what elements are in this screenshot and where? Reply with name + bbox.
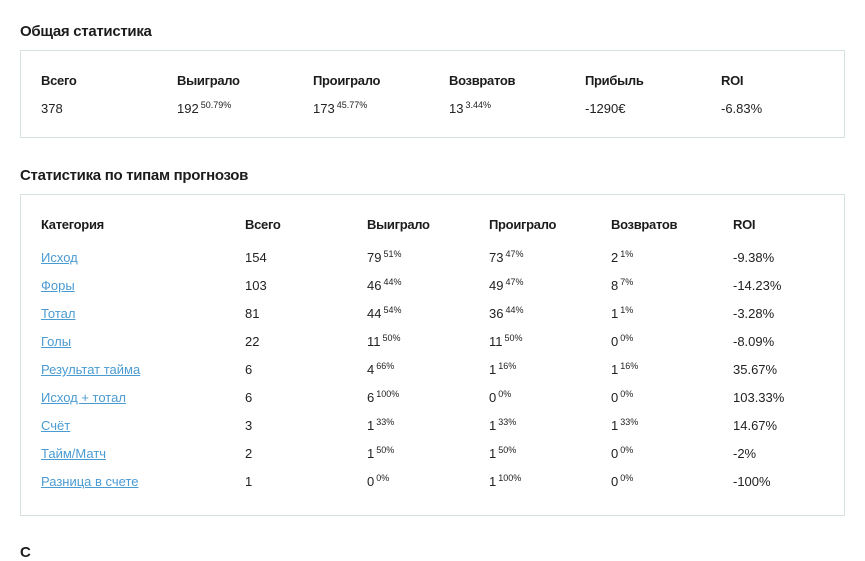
general-profit-value: -1290€ [585, 101, 626, 116]
table-row: Форы [41, 278, 75, 293]
category-link[interactable]: Исход + тотал [41, 390, 126, 405]
row-total: 6 [245, 390, 253, 405]
row-lost: 49 47% [489, 277, 524, 293]
row-returns: 1 16% [611, 361, 639, 377]
table-row: Исход [41, 250, 78, 265]
row-returns: 1 1% [611, 305, 634, 321]
row-lost: 0 0% [489, 389, 512, 405]
row-won: 46 44% [367, 277, 402, 293]
row-total: 103 [245, 278, 267, 293]
category-link[interactable]: Результат тайма [41, 362, 141, 377]
table-row: Счёт [41, 418, 70, 433]
table-row: Разница в счете [41, 474, 139, 489]
row-won: 79 51% [367, 249, 402, 265]
row-roi: -9.38% [733, 250, 775, 265]
row-lost: 1 100% [489, 473, 522, 489]
general-stats-panel: Всего Выиграло Проиграло Возвратов Прибы… [20, 50, 845, 138]
general-stats-title: Общая статистика [20, 23, 152, 40]
row-won: 11 50% [367, 333, 401, 349]
table-row: Результат тайма [41, 362, 140, 377]
table-row: Голы [41, 334, 71, 349]
table-row: Исход + тотал [41, 390, 126, 405]
row-lost: 1 50% [489, 445, 517, 461]
general-won-value: 192 50.79% [177, 100, 232, 116]
next-section-title: С [20, 544, 31, 561]
general-total-value: 378 [41, 101, 63, 116]
general-roi-value: -6.83% [721, 101, 763, 116]
row-lost: 1 16% [489, 361, 517, 377]
row-total: 3 [245, 418, 253, 433]
row-roi: 14.67% [733, 418, 778, 433]
col-header-roi: ROI [733, 217, 756, 232]
row-total: 22 [245, 334, 260, 349]
col-header-total: Всего [245, 217, 281, 232]
row-won: 6 100% [367, 389, 400, 405]
row-total: 81 [245, 306, 260, 321]
col-header-returns: Возвратов [611, 217, 678, 232]
category-link[interactable]: Голы [41, 334, 72, 349]
category-link[interactable]: Тотал [41, 306, 76, 321]
category-link[interactable]: Счёт [41, 418, 71, 433]
category-link[interactable]: Тайм/Матч [41, 446, 107, 461]
row-roi: -100% [733, 474, 771, 489]
row-returns: 0 0% [611, 333, 634, 349]
col-header-category: Категория [41, 217, 104, 232]
row-won: 4 66% [367, 361, 395, 377]
type-stats-title: Статистика по типам прогнозов [20, 167, 249, 184]
row-total: 1 [245, 474, 253, 489]
header-won: Выиграло [177, 73, 240, 88]
general-won-pct: 50.79% [200, 100, 232, 110]
table-row: Тотал [41, 306, 76, 321]
row-total: 154 [245, 250, 267, 265]
general-returns-pct: 3.44% [465, 100, 491, 110]
category-link[interactable]: Разница в счете [41, 474, 139, 489]
header-total: Всего [41, 73, 77, 88]
general-lost-pct: 45.77% [336, 100, 368, 110]
category-link[interactable]: Исход [41, 250, 78, 265]
row-returns: 8 7% [611, 277, 634, 293]
row-lost: 73 47% [489, 249, 524, 265]
col-header-won: Выиграло [367, 217, 430, 232]
type-stats-panel: Категория Всего Выиграло Проиграло Возвр… [20, 194, 845, 516]
row-roi: -14.23% [733, 278, 782, 293]
row-lost: 36 44% [489, 305, 524, 321]
row-total: 6 [245, 362, 253, 377]
row-returns: 0 0% [611, 473, 634, 489]
row-roi: 35.67% [733, 362, 778, 377]
header-returns: Возвратов [449, 73, 516, 88]
row-won: 1 50% [367, 445, 395, 461]
col-header-lost: Проиграло [489, 217, 557, 232]
row-returns: 2 1% [611, 249, 634, 265]
table-row: Тайм/Матч [41, 446, 106, 461]
row-lost: 1 33% [489, 417, 517, 433]
row-returns: 0 0% [611, 445, 634, 461]
general-lost-value: 173 45.77% [313, 100, 368, 116]
row-roi: -3.28% [733, 306, 775, 321]
row-won: 44 54% [367, 305, 402, 321]
row-roi: 103.33% [733, 390, 785, 405]
general-returns-value: 13 3.44% [449, 100, 491, 116]
row-lost: 11 50% [489, 333, 523, 349]
header-profit: Прибыль [585, 73, 644, 88]
row-won: 1 33% [367, 417, 395, 433]
row-roi: -8.09% [733, 334, 775, 349]
row-won: 0 0% [367, 473, 390, 489]
header-lost: Проиграло [313, 73, 381, 88]
row-total: 2 [245, 446, 253, 461]
row-returns: 0 0% [611, 389, 634, 405]
row-roi: -2% [733, 446, 757, 461]
header-roi: ROI [721, 73, 744, 88]
row-returns: 1 33% [611, 417, 639, 433]
category-link[interactable]: Форы [41, 278, 75, 293]
